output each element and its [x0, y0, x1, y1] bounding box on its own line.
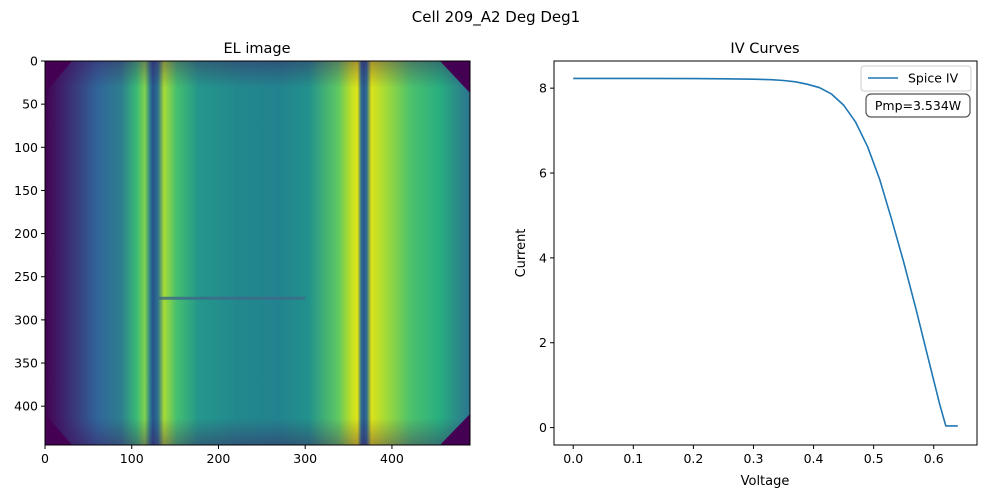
- iv-x-tick-label: 0.6: [924, 451, 944, 466]
- iv-x-tick-label: 0.2: [683, 451, 703, 466]
- el-y-tick-label: 200: [14, 226, 38, 241]
- el-y-tick-label: 300: [14, 312, 38, 327]
- iv-curves-panel: IV Curves 0.0 0.1 0.2 0.3 0.4 0.5 0.6 0 2 4 6 8 Vo…: [514, 41, 978, 489]
- el-y-tick-label: 250: [14, 269, 38, 284]
- iv-pmp-box: [865, 93, 971, 118]
- iv-ylabel: Current: [514, 229, 529, 278]
- el-y-tick-label: 50: [22, 97, 38, 112]
- iv-series-group: [573, 77, 958, 427]
- el-image-x-axis: 0 100 200 300 400: [41, 445, 404, 466]
- iv-x-tick-label: 0.0: [563, 451, 583, 466]
- iv-series-line-0: [573, 77, 958, 427]
- el-y-tick-label: 150: [14, 183, 38, 198]
- iv-pmp-annotation: Pmp=3.534W: [865, 93, 971, 118]
- iv-x-axis: 0.0 0.1 0.2 0.3 0.4 0.5 0.6: [563, 445, 944, 466]
- iv-legend-label: Spice IV: [908, 71, 959, 86]
- iv-y-axis: 0 2 4 6 8: [539, 81, 554, 435]
- iv-pmp-text: Pmp=3.534W: [875, 98, 961, 113]
- iv-curves-title: IV Curves: [730, 41, 799, 57]
- el-y-tick-label: 100: [14, 140, 38, 155]
- iv-y-tick-label: 8: [539, 81, 547, 96]
- iv-y-tick-label: 4: [539, 250, 547, 265]
- iv-plot-area: [553, 60, 978, 446]
- el-x-tick-label: 300: [293, 451, 317, 466]
- el-corner-br: [440, 414, 470, 445]
- iv-y-tick-label: 6: [539, 166, 547, 181]
- el-y-tick-label: 0: [30, 54, 38, 69]
- el-y-tick-label: 350: [14, 356, 38, 371]
- iv-x-tick-label: 0.3: [744, 451, 764, 466]
- el-image-y-axis: 0 50 100 150 200 250 300 350 400: [14, 54, 45, 414]
- iv-x-tick-label: 0.1: [623, 451, 643, 466]
- iv-legend-box: [860, 65, 972, 92]
- iv-x-tick-label: 0.5: [864, 451, 884, 466]
- el-corner-tr: [440, 61, 470, 93]
- iv-y-tick-label: 0: [539, 420, 547, 435]
- iv-y-tick-label: 2: [539, 335, 547, 350]
- el-corner-bl: [45, 414, 72, 445]
- iv-legend: Spice IV: [860, 65, 972, 92]
- el-x-tick-label: 200: [207, 451, 231, 466]
- figure-suptitle: Cell 209_A2 Deg Deg1: [412, 8, 580, 27]
- el-y-tick-label: 400: [14, 399, 38, 414]
- el-image-title: EL image: [223, 41, 290, 57]
- el-image-panel: EL image 0 100 200 300 400 0 50 100 150 200 250 30…: [14, 41, 471, 466]
- el-x-tick-label: 100: [120, 451, 144, 466]
- el-x-tick-label: 0: [41, 451, 49, 466]
- el-image-frame: [44, 60, 471, 446]
- iv-xlabel: Voltage: [741, 474, 790, 489]
- iv-x-tick-label: 0.4: [804, 451, 824, 466]
- el-x-tick-label: 400: [380, 451, 404, 466]
- el-image-heatmap: [45, 61, 470, 445]
- el-corner-tl: [45, 61, 72, 93]
